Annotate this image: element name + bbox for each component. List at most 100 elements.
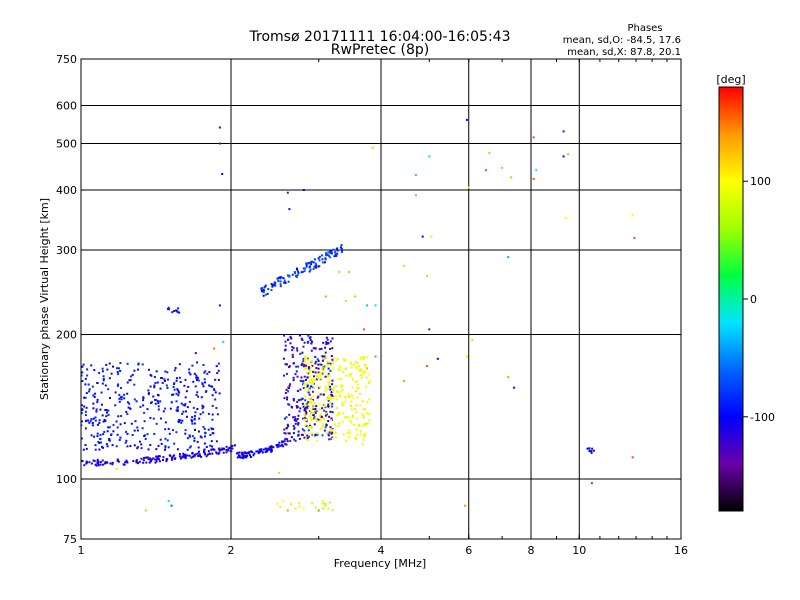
data-point (326, 360, 329, 363)
data-point (182, 454, 185, 457)
data-point (338, 368, 341, 371)
data-point (360, 377, 363, 379)
data-point (96, 401, 99, 404)
data-point (290, 337, 293, 340)
data-point (366, 422, 369, 425)
data-point (191, 435, 194, 438)
data-point (172, 386, 175, 388)
data-point (94, 444, 97, 447)
data-point (141, 427, 144, 430)
data-point (140, 443, 143, 446)
data-point (142, 399, 145, 402)
data-point (567, 153, 570, 156)
data-point (294, 507, 297, 510)
data-point (292, 376, 295, 379)
data-point (335, 398, 338, 401)
data-point (322, 368, 325, 371)
data-point (193, 439, 196, 442)
data-point (289, 439, 292, 442)
data-point (167, 306, 170, 309)
data-point (184, 403, 187, 406)
data-point (330, 252, 333, 255)
data-point (117, 383, 120, 386)
data-point (188, 400, 191, 403)
data-point (144, 509, 147, 512)
data-point (293, 438, 296, 441)
data-point (288, 384, 291, 387)
data-point (104, 461, 107, 464)
data-point (190, 419, 193, 422)
data-point (178, 419, 181, 421)
data-point (188, 371, 191, 374)
data-point (507, 376, 510, 379)
data-point (260, 288, 263, 291)
data-point (324, 398, 327, 401)
data-point (308, 266, 311, 269)
data-point (288, 208, 291, 211)
data-point (192, 406, 195, 409)
data-point (96, 423, 99, 426)
data-point (95, 408, 98, 411)
colorbar-tick-label: 0 (750, 293, 757, 306)
data-point (279, 283, 282, 286)
data-point (513, 386, 516, 389)
data-point (229, 450, 232, 453)
data-point (337, 377, 340, 380)
data-point (183, 384, 186, 387)
data-point (287, 280, 290, 283)
data-point (318, 259, 321, 262)
data-point (203, 451, 206, 454)
data-point (193, 437, 196, 440)
data-point (125, 459, 128, 462)
data-point (191, 452, 194, 455)
data-point (280, 276, 283, 279)
data-point (160, 377, 162, 379)
data-point (180, 421, 183, 424)
data-point (115, 445, 118, 448)
data-point (260, 448, 263, 451)
data-point (282, 277, 285, 280)
data-point (194, 411, 197, 414)
data-point (329, 369, 332, 372)
data-point (118, 400, 121, 403)
data-point (360, 356, 363, 359)
data-point (507, 256, 510, 259)
y-axis-ticks: 75 100 200 300 400 500 600 750 (56, 53, 681, 546)
data-point (225, 445, 228, 448)
data-point (313, 386, 315, 389)
data-point (191, 416, 194, 419)
data-point (327, 507, 330, 510)
colorbar-label: [deg] (716, 73, 745, 86)
data-point (333, 255, 336, 258)
data-point (279, 275, 282, 278)
data-point (361, 373, 364, 376)
data-point (403, 264, 406, 267)
data-point (304, 405, 307, 407)
data-point (349, 361, 352, 364)
data-point (149, 416, 152, 419)
data-point (286, 363, 288, 366)
data-point (291, 356, 294, 358)
data-point (331, 347, 334, 350)
data-point (318, 372, 321, 375)
data-point (305, 378, 307, 381)
data-point (131, 373, 134, 376)
data-point (97, 440, 100, 443)
data-point (532, 136, 535, 139)
data-point (356, 383, 359, 386)
data-point (344, 368, 347, 371)
data-point (159, 387, 162, 390)
data-point (83, 405, 86, 408)
data-point (341, 420, 344, 423)
data-point (633, 236, 636, 239)
data-point (324, 261, 326, 264)
data-point (305, 262, 308, 265)
data-point (188, 368, 191, 371)
data-point (320, 371, 323, 374)
data-point (285, 416, 288, 419)
data-point (331, 337, 334, 340)
data-point (171, 393, 174, 396)
data-point (316, 440, 319, 442)
data-point (303, 375, 306, 378)
data-point (535, 169, 538, 172)
